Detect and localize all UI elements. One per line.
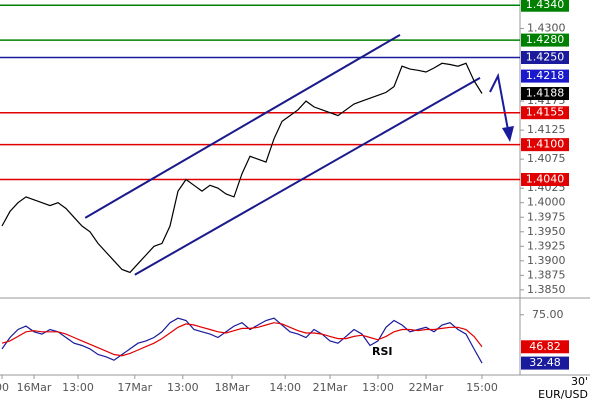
- y-tick-label: 1.3850: [527, 283, 566, 296]
- trend-line: [134, 76, 481, 276]
- x-tick-label: 13:00: [167, 381, 199, 394]
- value-box: [521, 106, 569, 120]
- y-tick-label: 1.3975: [527, 210, 566, 223]
- y-tick-label: 1.4075: [527, 152, 566, 165]
- series-line: [1, 62, 483, 274]
- value-box: [521, 340, 569, 354]
- value-box: [521, 87, 569, 101]
- x-tick-label: 17Mar: [117, 381, 152, 394]
- value-box: [521, 138, 569, 152]
- value-box-label: 46.82: [529, 340, 561, 353]
- y-tick-label: 75.00: [532, 308, 564, 321]
- value-box-label: 1.4040: [526, 172, 565, 185]
- value-box: [521, 69, 569, 83]
- y-tick-label: 1.4300: [527, 21, 566, 34]
- x-tick-label: 14:00: [269, 381, 301, 394]
- value-box-label: 1.4155: [526, 106, 565, 119]
- x-tick-label: 15:00: [466, 381, 498, 394]
- x-tick-label: 13:00: [62, 381, 94, 394]
- value-box-label: 1.4280: [526, 33, 565, 46]
- series-line: [1, 317, 483, 364]
- y-tick-label: 1.4125: [527, 123, 566, 136]
- y-tick-label: 1.3900: [527, 254, 566, 267]
- value-box: [521, 0, 569, 12]
- value-box-label: 1.4100: [526, 138, 565, 151]
- value-box: [521, 172, 569, 186]
- x-tick-label: 22Mar: [409, 381, 444, 394]
- y-tick-label: 1.3950: [527, 225, 566, 238]
- series-line: [1, 322, 483, 357]
- y-tick-label: 1.4000: [527, 196, 566, 209]
- value-box: [521, 33, 569, 47]
- y-tick-label: 1.3925: [527, 239, 566, 252]
- value-box-label: 1.4218: [526, 69, 565, 82]
- x-tick-label: 18Mar: [215, 381, 250, 394]
- symbol: EUR/USD: [538, 388, 588, 400]
- value-box-label: 1.4340: [526, 0, 565, 11]
- x-tick-label: 00: [0, 381, 9, 394]
- value-box: [521, 356, 569, 370]
- timeframe: 30': [571, 375, 588, 388]
- value-box-label: 1.4250: [526, 51, 565, 64]
- value-box: [521, 51, 569, 65]
- value-box-label: 32.48: [529, 356, 561, 369]
- x-tick-label: 16Mar: [17, 381, 52, 394]
- value-box-label: 1.4188: [526, 87, 565, 100]
- trend-line: [84, 33, 401, 219]
- y-tick-label: 1.3875: [527, 268, 566, 281]
- x-tick-label: 21Mar: [313, 381, 348, 394]
- x-tick-label: 13:00: [362, 381, 394, 394]
- rsi-title: RSI: [372, 345, 393, 358]
